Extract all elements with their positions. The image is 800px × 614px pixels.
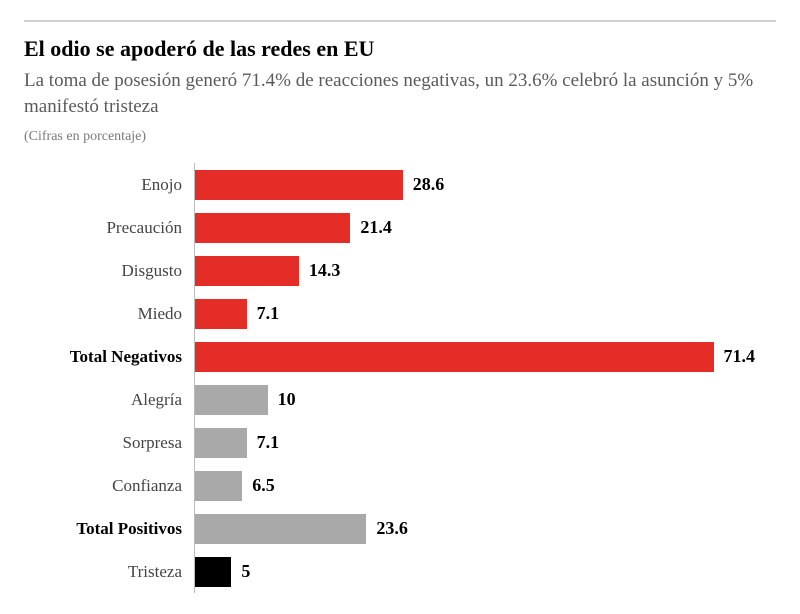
bar-value: 14.3 (309, 260, 341, 281)
bar-tristeza (195, 557, 231, 587)
bar-label-total-neg: Total Negativos (24, 347, 194, 367)
bar-area: 7.1 (194, 421, 776, 464)
bar-total-positivos (195, 514, 366, 544)
bar-value: 7.1 (257, 303, 280, 324)
bar-area: 10 (194, 378, 776, 421)
bar-area: 14.3 (194, 249, 776, 292)
bar-row: Enojo 28.6 (24, 163, 776, 206)
bar-area: 5 (194, 550, 776, 593)
bar-area: 71.4 (194, 335, 776, 378)
bar-value: 6.5 (252, 475, 275, 496)
bar-label-total-pos: Total Positivos (24, 519, 194, 539)
bar-row: Disgusto 14.3 (24, 249, 776, 292)
bar-confianza (195, 471, 242, 501)
bar-row: Tristeza 5 (24, 550, 776, 593)
bar-value: 10 (278, 389, 296, 410)
chart-subtitle: La toma de posesión generó 71.4% de reac… (24, 68, 776, 119)
bar-row: Total Negativos 71.4 (24, 335, 776, 378)
bar-disgusto (195, 256, 299, 286)
bar-precaucion (195, 213, 350, 243)
bar-label: Enojo (24, 175, 194, 195)
bar-value: 5 (241, 561, 250, 582)
bar-area: 23.6 (194, 507, 776, 550)
bar-chart: Enojo 28.6 Precaución 21.4 Disgusto 14.3… (24, 163, 776, 593)
bar-area: 21.4 (194, 206, 776, 249)
bar-value: 21.4 (360, 217, 392, 238)
chart-title: El odio se apoderó de las redes en EU (24, 36, 776, 62)
bar-row: Miedo 7.1 (24, 292, 776, 335)
bar-label: Disgusto (24, 261, 194, 281)
bar-row: Sorpresa 7.1 (24, 421, 776, 464)
bar-value: 28.6 (413, 174, 445, 195)
top-divider (24, 20, 776, 22)
bar-value: 7.1 (257, 432, 280, 453)
bar-enojo (195, 170, 403, 200)
bar-area: 28.6 (194, 163, 776, 206)
bar-label: Alegría (24, 390, 194, 410)
bar-value: 23.6 (376, 518, 408, 539)
bar-row: Precaución 21.4 (24, 206, 776, 249)
bar-row: Confianza 6.5 (24, 464, 776, 507)
bar-row: Alegría 10 (24, 378, 776, 421)
bar-label: Tristeza (24, 562, 194, 582)
bar-miedo (195, 299, 247, 329)
bar-area: 6.5 (194, 464, 776, 507)
bar-alegria (195, 385, 268, 415)
bar-area: 7.1 (194, 292, 776, 335)
bar-value: 71.4 (724, 346, 756, 367)
bar-sorpresa (195, 428, 247, 458)
bar-label: Confianza (24, 476, 194, 496)
bar-row: Total Positivos 23.6 (24, 507, 776, 550)
chart-note: (Cifras en porcentaje) (24, 129, 776, 145)
bar-total-negativos (195, 342, 714, 372)
bar-label: Miedo (24, 304, 194, 324)
bar-label: Precaución (24, 218, 194, 238)
bar-label: Sorpresa (24, 433, 194, 453)
